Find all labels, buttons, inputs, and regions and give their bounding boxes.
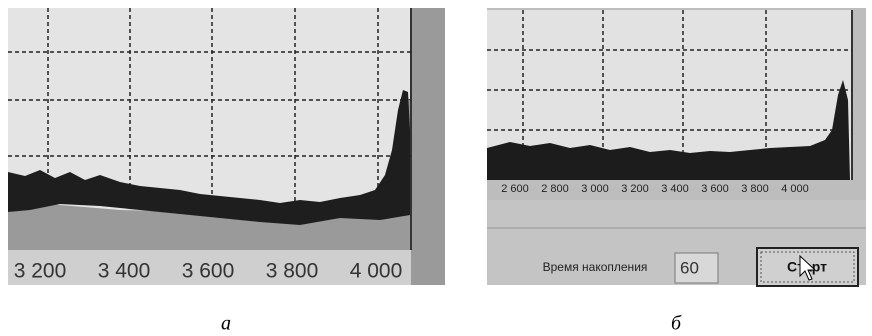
- page: 3 200 3 400 3 600 3 800 4 000 а 2 600 2 800 3 …: [0, 0, 872, 336]
- panel-a: 3 200 3 400 3 600 3 800 4 000 а: [8, 8, 445, 335]
- x-tick-label: 3 600: [182, 260, 235, 283]
- x-tick-label: 2 600: [501, 183, 529, 195]
- figure: 3 200 3 400 3 600 3 800 4 000 а 2 600 2 800 3 …: [0, 0, 872, 336]
- x-tick-label: 3 600: [701, 183, 729, 195]
- x-tick-label: 3 800: [266, 260, 319, 283]
- caption: б: [671, 313, 682, 335]
- x-tick-label: 3 400: [98, 260, 151, 283]
- panel-b: 2 600 2 800 3 000 3 200 3 400 3 600 3 800 4 000…: [487, 8, 866, 335]
- x-tick-label: 4 000: [781, 183, 809, 195]
- caption: а: [221, 313, 231, 335]
- x-tick-label: 3 200: [621, 183, 649, 195]
- time-value[interactable]: 60: [680, 258, 699, 277]
- x-tick-label: 4 000: [350, 260, 403, 283]
- x-tick-label: 3 200: [14, 260, 67, 283]
- x-tick-label: 3 800: [741, 183, 769, 195]
- field-label: Время накопления: [543, 260, 648, 274]
- x-tick-label: 3 400: [661, 183, 689, 195]
- screen-edge: [411, 8, 445, 285]
- x-tick-label: 3 000: [581, 183, 609, 195]
- x-tick-label: 2 800: [541, 183, 569, 195]
